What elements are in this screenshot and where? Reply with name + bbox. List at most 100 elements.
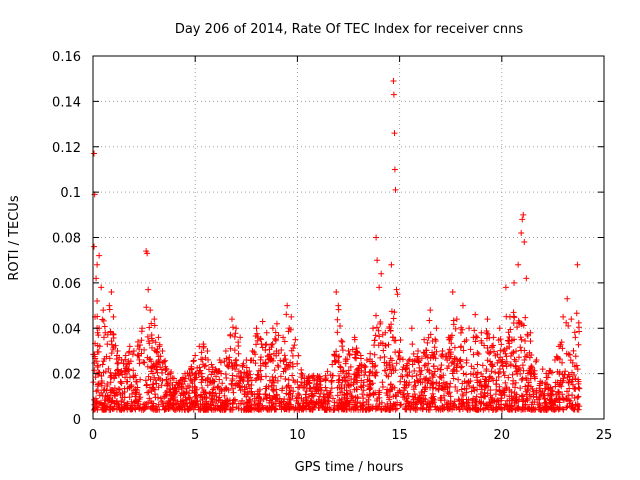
data-point xyxy=(354,399,361,406)
data-point xyxy=(415,357,422,364)
data-point xyxy=(104,341,111,348)
data-point xyxy=(315,374,322,381)
data-point xyxy=(380,347,387,354)
data-point xyxy=(208,371,215,378)
data-point xyxy=(430,363,437,370)
data-point xyxy=(372,372,379,379)
data-point xyxy=(329,372,336,379)
data-point xyxy=(307,406,314,413)
data-point xyxy=(273,406,280,413)
data-point xyxy=(501,372,508,379)
data-point xyxy=(199,385,206,392)
data-point xyxy=(301,384,308,391)
data-point xyxy=(197,367,204,374)
data-point xyxy=(413,401,420,408)
data-point xyxy=(572,375,579,382)
data-point xyxy=(439,351,446,358)
data-point xyxy=(124,385,131,392)
data-point xyxy=(124,402,131,409)
data-point xyxy=(316,393,323,400)
data-point xyxy=(170,375,177,382)
data-point xyxy=(153,363,160,370)
data-point xyxy=(269,340,276,347)
data-point xyxy=(373,312,380,319)
data-point xyxy=(487,387,494,394)
data-point xyxy=(527,338,534,345)
data-point xyxy=(427,331,434,338)
data-point xyxy=(523,275,530,282)
data-point xyxy=(230,400,237,407)
data-point xyxy=(323,387,330,394)
data-point xyxy=(522,338,529,345)
data-point xyxy=(513,391,520,398)
data-point xyxy=(497,388,504,395)
data-point xyxy=(210,385,217,392)
y-tick-label: 0 xyxy=(73,413,81,428)
data-point xyxy=(469,405,476,412)
data-point xyxy=(337,363,344,370)
data-point xyxy=(389,334,396,341)
data-point xyxy=(390,367,397,374)
data-point xyxy=(511,314,518,321)
data-point xyxy=(344,397,351,404)
data-point xyxy=(514,324,521,331)
data-point xyxy=(483,366,490,373)
data-point xyxy=(292,336,299,343)
data-point xyxy=(114,390,121,397)
data-point xyxy=(219,380,226,387)
data-point xyxy=(520,211,527,218)
data-point xyxy=(205,366,212,373)
data-point xyxy=(263,329,270,336)
data-point xyxy=(293,397,300,404)
data-point xyxy=(255,400,262,407)
data-point xyxy=(354,394,361,401)
data-point xyxy=(463,371,470,378)
data-point xyxy=(392,406,399,413)
data-point xyxy=(393,286,400,293)
data-point xyxy=(379,379,386,386)
data-point xyxy=(409,341,416,348)
data-point xyxy=(345,367,352,374)
data-point xyxy=(154,349,161,356)
data-point xyxy=(482,376,489,383)
data-point xyxy=(222,384,229,391)
data-point xyxy=(159,369,166,376)
data-point xyxy=(123,378,130,385)
data-point xyxy=(282,376,289,383)
data-point xyxy=(373,397,380,404)
data-point xyxy=(337,368,344,375)
data-point xyxy=(299,371,306,378)
data-point xyxy=(562,368,569,375)
data-point xyxy=(311,403,318,410)
data-point xyxy=(498,405,505,412)
data-point xyxy=(229,324,236,331)
data-point xyxy=(198,379,205,386)
data-point xyxy=(122,356,129,363)
data-point xyxy=(199,376,206,383)
data-point xyxy=(231,347,238,354)
data-point xyxy=(531,373,538,380)
data-point xyxy=(381,367,388,374)
data-point xyxy=(114,347,121,354)
data-point xyxy=(501,392,508,399)
data-point xyxy=(390,77,397,84)
data-point xyxy=(416,395,423,402)
data-point xyxy=(283,390,290,397)
data-point xyxy=(496,383,503,390)
data-point xyxy=(570,347,577,354)
data-point xyxy=(298,366,305,373)
data-point xyxy=(273,396,280,403)
data-point xyxy=(492,404,499,411)
data-point xyxy=(107,406,114,413)
data-point xyxy=(232,357,239,364)
y-tick-label: 0.14 xyxy=(52,95,81,110)
data-point xyxy=(478,329,485,336)
data-point xyxy=(448,340,455,347)
data-point xyxy=(325,398,332,405)
data-point xyxy=(455,376,462,383)
data-point xyxy=(376,284,383,291)
data-point xyxy=(459,380,466,387)
data-point xyxy=(408,399,415,406)
data-point xyxy=(450,400,457,407)
data-point xyxy=(253,341,260,348)
